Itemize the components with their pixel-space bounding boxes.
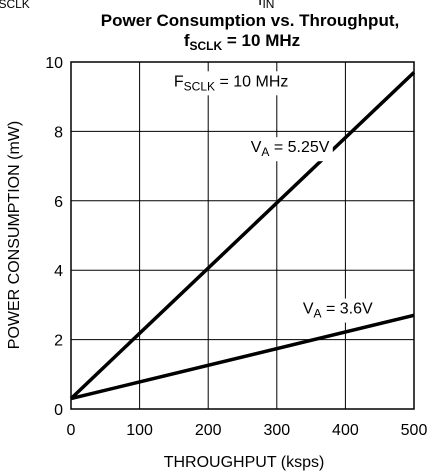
chart-subtitle: fSCLK = 10 MHz [184, 31, 300, 53]
y-tick-label: 6 [54, 194, 63, 211]
y-tick-label: 4 [54, 263, 63, 280]
x-tick-label: 400 [332, 422, 359, 439]
y-tick-label: 0 [54, 402, 63, 419]
y-tick-label: 10 [45, 55, 63, 72]
x-tick-label: 300 [263, 422, 290, 439]
y-tick-label: 2 [54, 333, 63, 350]
annotation-fsclk: FSCLK = 10 MHz [174, 73, 289, 93]
plot-area: 0 100 200 300 400 500 0 2 4 6 8 10 FSCLK = 10 MHz VA … [45, 55, 427, 439]
x-axis-label: THROUGHPUT (ksps) [164, 454, 325, 471]
plot-frame [70, 61, 415, 410]
top-fragment-left: fSCLK [0, 0, 30, 11]
annotation-va525: VA = 5.25V [251, 139, 330, 159]
series-line-1 [69, 71, 416, 400]
annotation-background [170, 71, 292, 96]
series-line-2 [70, 313, 415, 401]
top-fragment-right: fIN [258, 0, 274, 11]
annotation-va36: VA = 3.6V [303, 301, 373, 321]
annotation-background [247, 137, 333, 162]
x-tick-label: 500 [401, 422, 428, 439]
x-tick-label: 200 [195, 422, 222, 439]
chart-title: Power Consumption vs. Throughput, [101, 11, 399, 30]
x-tick-label: 100 [126, 422, 153, 439]
annotation-background [299, 298, 377, 323]
y-tick-label: 8 [54, 124, 63, 141]
x-tick-label: 0 [67, 422, 76, 439]
y-axis-label: POWER CONSUMPTION (mW) [6, 121, 23, 349]
